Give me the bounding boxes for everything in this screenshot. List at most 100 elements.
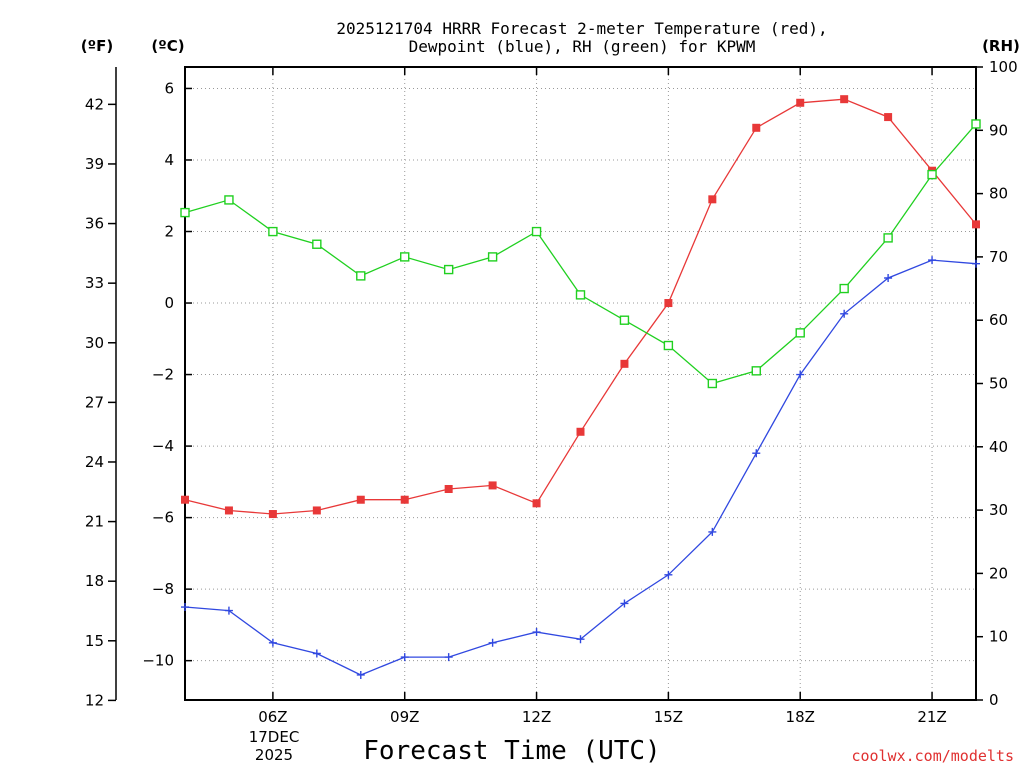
2-meter-temperature-point xyxy=(796,98,805,107)
dewpoint-line xyxy=(184,259,977,676)
fahrenheit-tick-label: 39 xyxy=(85,155,104,173)
rh-point xyxy=(268,226,278,237)
2-meter-temperature-point xyxy=(884,113,893,122)
2-meter-temperature-point xyxy=(181,495,189,504)
rh-point xyxy=(312,239,322,249)
2-meter-temperature-series xyxy=(181,95,980,519)
rh-point xyxy=(487,252,498,262)
dewpoint-point xyxy=(576,635,585,644)
2-meter-temperature-point xyxy=(356,495,365,504)
2-meter-temperature-point xyxy=(972,220,980,229)
dewpoint-point xyxy=(840,309,849,318)
x-tick-label: 12Z xyxy=(522,708,551,726)
rh-point xyxy=(400,252,410,262)
dewpoint-point xyxy=(312,649,321,658)
dewpoint-point xyxy=(796,370,805,379)
2-meter-temperature-point xyxy=(620,359,629,368)
dewpoint-point xyxy=(752,449,761,458)
rh-tick-label: 30 xyxy=(989,501,1008,519)
celsius-tick-label: −6 xyxy=(152,509,174,527)
rh-tick-label: 100 xyxy=(989,58,1018,76)
dewpoint-point xyxy=(444,653,453,662)
rh-point xyxy=(531,226,542,237)
x-tick-label: 15Z xyxy=(654,708,683,726)
2-meter-temperature-point xyxy=(488,481,497,490)
fahrenheit-tick-label: 21 xyxy=(85,513,104,531)
2-meter-temperature-point xyxy=(708,195,717,204)
grid-lines xyxy=(185,67,976,700)
rh-point xyxy=(180,207,190,218)
2-meter-temperature-point xyxy=(752,123,761,132)
2-meter-temperature-point xyxy=(224,506,233,515)
celsius-tick-label: 0 xyxy=(164,294,174,312)
rh-point xyxy=(927,169,937,180)
rh-tick-label: 80 xyxy=(989,185,1008,203)
fahrenheit-tick-label: 27 xyxy=(85,393,104,411)
2-meter-temperature-point xyxy=(532,499,541,508)
celsius-tick-label: −10 xyxy=(142,652,174,670)
date-label-day: 17DEC xyxy=(249,728,300,746)
rh-point xyxy=(619,315,630,325)
dewpoint-point xyxy=(224,606,233,615)
rh-tick-label: 60 xyxy=(989,311,1008,329)
rh-tick-label: 90 xyxy=(989,121,1008,139)
dewpoint-point xyxy=(928,256,937,265)
credit-label: coolwx.com/modelts xyxy=(851,747,1014,765)
x-tick-label: 21Z xyxy=(917,708,946,726)
axis-ticks: 06Z 09Z 12Z 15Z 18Z 21Z−10−8−6−4−202461215182… xyxy=(85,58,1018,726)
rh-unit-label: (RH) xyxy=(982,37,1020,55)
fahrenheit-tick-label: 12 xyxy=(85,691,104,709)
rh-series xyxy=(180,119,981,389)
fahrenheit-tick-label: 24 xyxy=(85,453,104,471)
dewpoint-point xyxy=(356,670,365,679)
celsius-unit-label: (ºC) xyxy=(151,37,184,55)
2-meter-temperature-point xyxy=(312,506,321,515)
rh-point xyxy=(795,328,805,338)
dewpoint-point xyxy=(972,259,980,268)
fahrenheit-tick-label: 36 xyxy=(85,215,104,233)
rh-point xyxy=(443,264,454,275)
celsius-tick-label: 6 xyxy=(164,79,174,97)
dewpoint-point xyxy=(620,599,629,608)
dewpoint-point xyxy=(708,527,717,536)
date-label-year: 2025 xyxy=(255,746,293,764)
rh-point xyxy=(224,195,234,205)
celsius-tick-label: −8 xyxy=(152,580,174,598)
chart-title-line2: Dewpoint (blue), RH (green) for KPWM xyxy=(409,37,756,56)
rh-point xyxy=(971,119,981,129)
rh-point xyxy=(575,290,586,300)
rh-point xyxy=(707,378,718,389)
2-meter-temperature-point xyxy=(444,485,453,493)
fahrenheit-tick-label: 18 xyxy=(85,572,104,590)
rh-tick-label: 20 xyxy=(989,564,1008,582)
rh-tick-label: 70 xyxy=(989,248,1008,266)
dewpoint-point xyxy=(268,638,277,647)
dewpoint-point xyxy=(884,274,893,282)
x-tick-label: 18Z xyxy=(786,708,815,726)
celsius-tick-label: −4 xyxy=(152,437,174,455)
chart-title-line1: 2025121704 HRRR Forecast 2-meter Tempera… xyxy=(336,19,827,38)
2-meter-temperature-point xyxy=(664,299,673,308)
fahrenheit-tick-label: 33 xyxy=(85,274,104,292)
fahrenheit-tick-label: 30 xyxy=(85,334,104,352)
fahrenheit-unit-label: (ºF) xyxy=(81,37,113,55)
x-axis-title: Forecast Time (UTC) xyxy=(363,736,660,766)
rh-line xyxy=(184,123,977,385)
fahrenheit-tick-label: 42 xyxy=(85,95,104,113)
rh-point xyxy=(883,233,893,243)
rh-tick-label: 0 xyxy=(989,691,999,709)
celsius-tick-label: 2 xyxy=(164,223,174,241)
2-meter-temperature-line xyxy=(184,98,977,515)
rh-point xyxy=(356,271,366,281)
2-meter-temperature-point xyxy=(840,95,849,104)
2-meter-temperature-point xyxy=(400,495,409,504)
celsius-tick-label: −2 xyxy=(152,366,174,384)
x-tick-label: 09Z xyxy=(390,708,419,726)
rh-point xyxy=(839,283,849,294)
rh-tick-label: 10 xyxy=(989,628,1008,646)
fahrenheit-tick-label: 15 xyxy=(85,632,104,650)
data-series xyxy=(180,95,981,679)
2-meter-temperature-point xyxy=(576,427,585,436)
rh-tick-label: 50 xyxy=(989,375,1008,393)
